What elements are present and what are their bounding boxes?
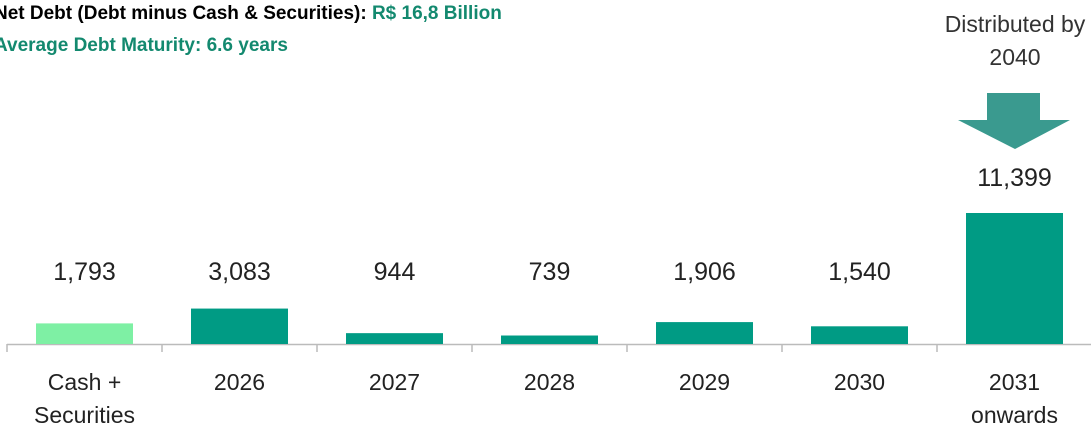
- x-tick-label: 2028: [523, 369, 576, 395]
- annotation: Distributed by 2040: [944, 11, 1086, 70]
- value-label: 1,793: [53, 258, 116, 286]
- value-label: 944: [374, 258, 416, 286]
- x-tick-label: Cash + Securities: [34, 369, 135, 427]
- value-label: 1,540: [828, 258, 891, 286]
- bar: [346, 333, 443, 344]
- bar: [501, 335, 598, 344]
- bar: [36, 323, 133, 344]
- bar: [656, 322, 753, 344]
- value-label: 11,399: [977, 164, 1052, 192]
- bar: [966, 213, 1063, 344]
- bar: [191, 308, 288, 344]
- chart-subtitle: Average Debt Maturity: 6.6 years: [0, 35, 288, 56]
- value-label: 739: [529, 258, 571, 286]
- arrow: [958, 93, 1070, 149]
- x-tick-label: 2029: [678, 369, 731, 395]
- chart-title-line: Net Debt (Debt minus Cash & Securities):…: [0, 3, 502, 25]
- bar: [811, 326, 908, 344]
- x-tick-label: 2031 onwards: [971, 369, 1058, 427]
- x-tick-label: 2027: [368, 369, 421, 395]
- title-value: R$ 16,8 Billion: [371, 3, 502, 24]
- x-tick-label: 2030: [833, 369, 886, 395]
- value-label: 1,906: [673, 258, 736, 286]
- value-label: 3,083: [208, 258, 271, 286]
- chart-title: Net Debt (Debt minus Cash & Securities):: [0, 3, 367, 24]
- x-tick-label: 2026: [213, 369, 266, 395]
